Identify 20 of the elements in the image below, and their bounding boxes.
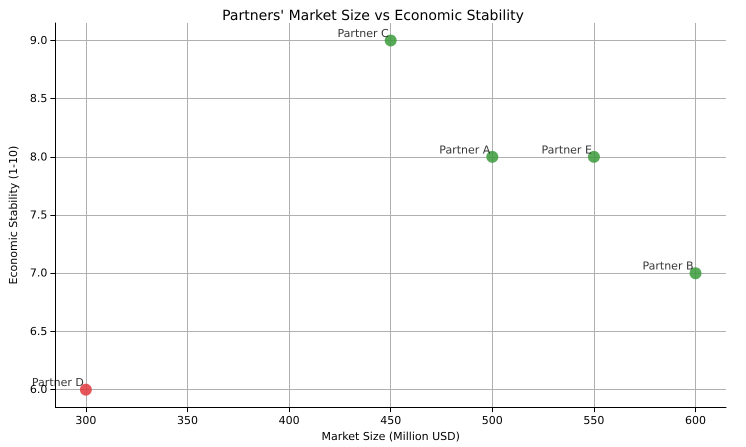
x-tick-label: 350 [176, 414, 198, 428]
y-tick-label: 8.0 [30, 150, 48, 164]
y-tick-label: 7.0 [30, 266, 48, 280]
x-tick-label: 600 [685, 414, 706, 428]
y-tick-label: 7.5 [30, 208, 48, 222]
x-axis-title: Market Size (Million USD) [322, 430, 460, 443]
x-tick-label: 450 [380, 414, 402, 428]
y-tick-label: 6.5 [30, 324, 48, 338]
annotation: Partner C [338, 26, 390, 40]
y-axis-title: Economic Stability (1-10) [7, 146, 20, 284]
x-tick-label: 500 [482, 414, 503, 428]
y-tick-label: 9.0 [30, 34, 48, 47]
y-tick-label: 8.5 [30, 92, 48, 106]
annotation: Partner B [642, 260, 694, 273]
x-tick-label: 300 [75, 414, 96, 428]
annotation: Partner E [541, 143, 592, 156]
annotation: Partner A [439, 143, 491, 156]
x-tick-label: 400 [278, 414, 300, 428]
chart-title: Partners' Market Size vs Economic Stability [222, 8, 524, 24]
x-tick-label: 550 [583, 414, 604, 428]
